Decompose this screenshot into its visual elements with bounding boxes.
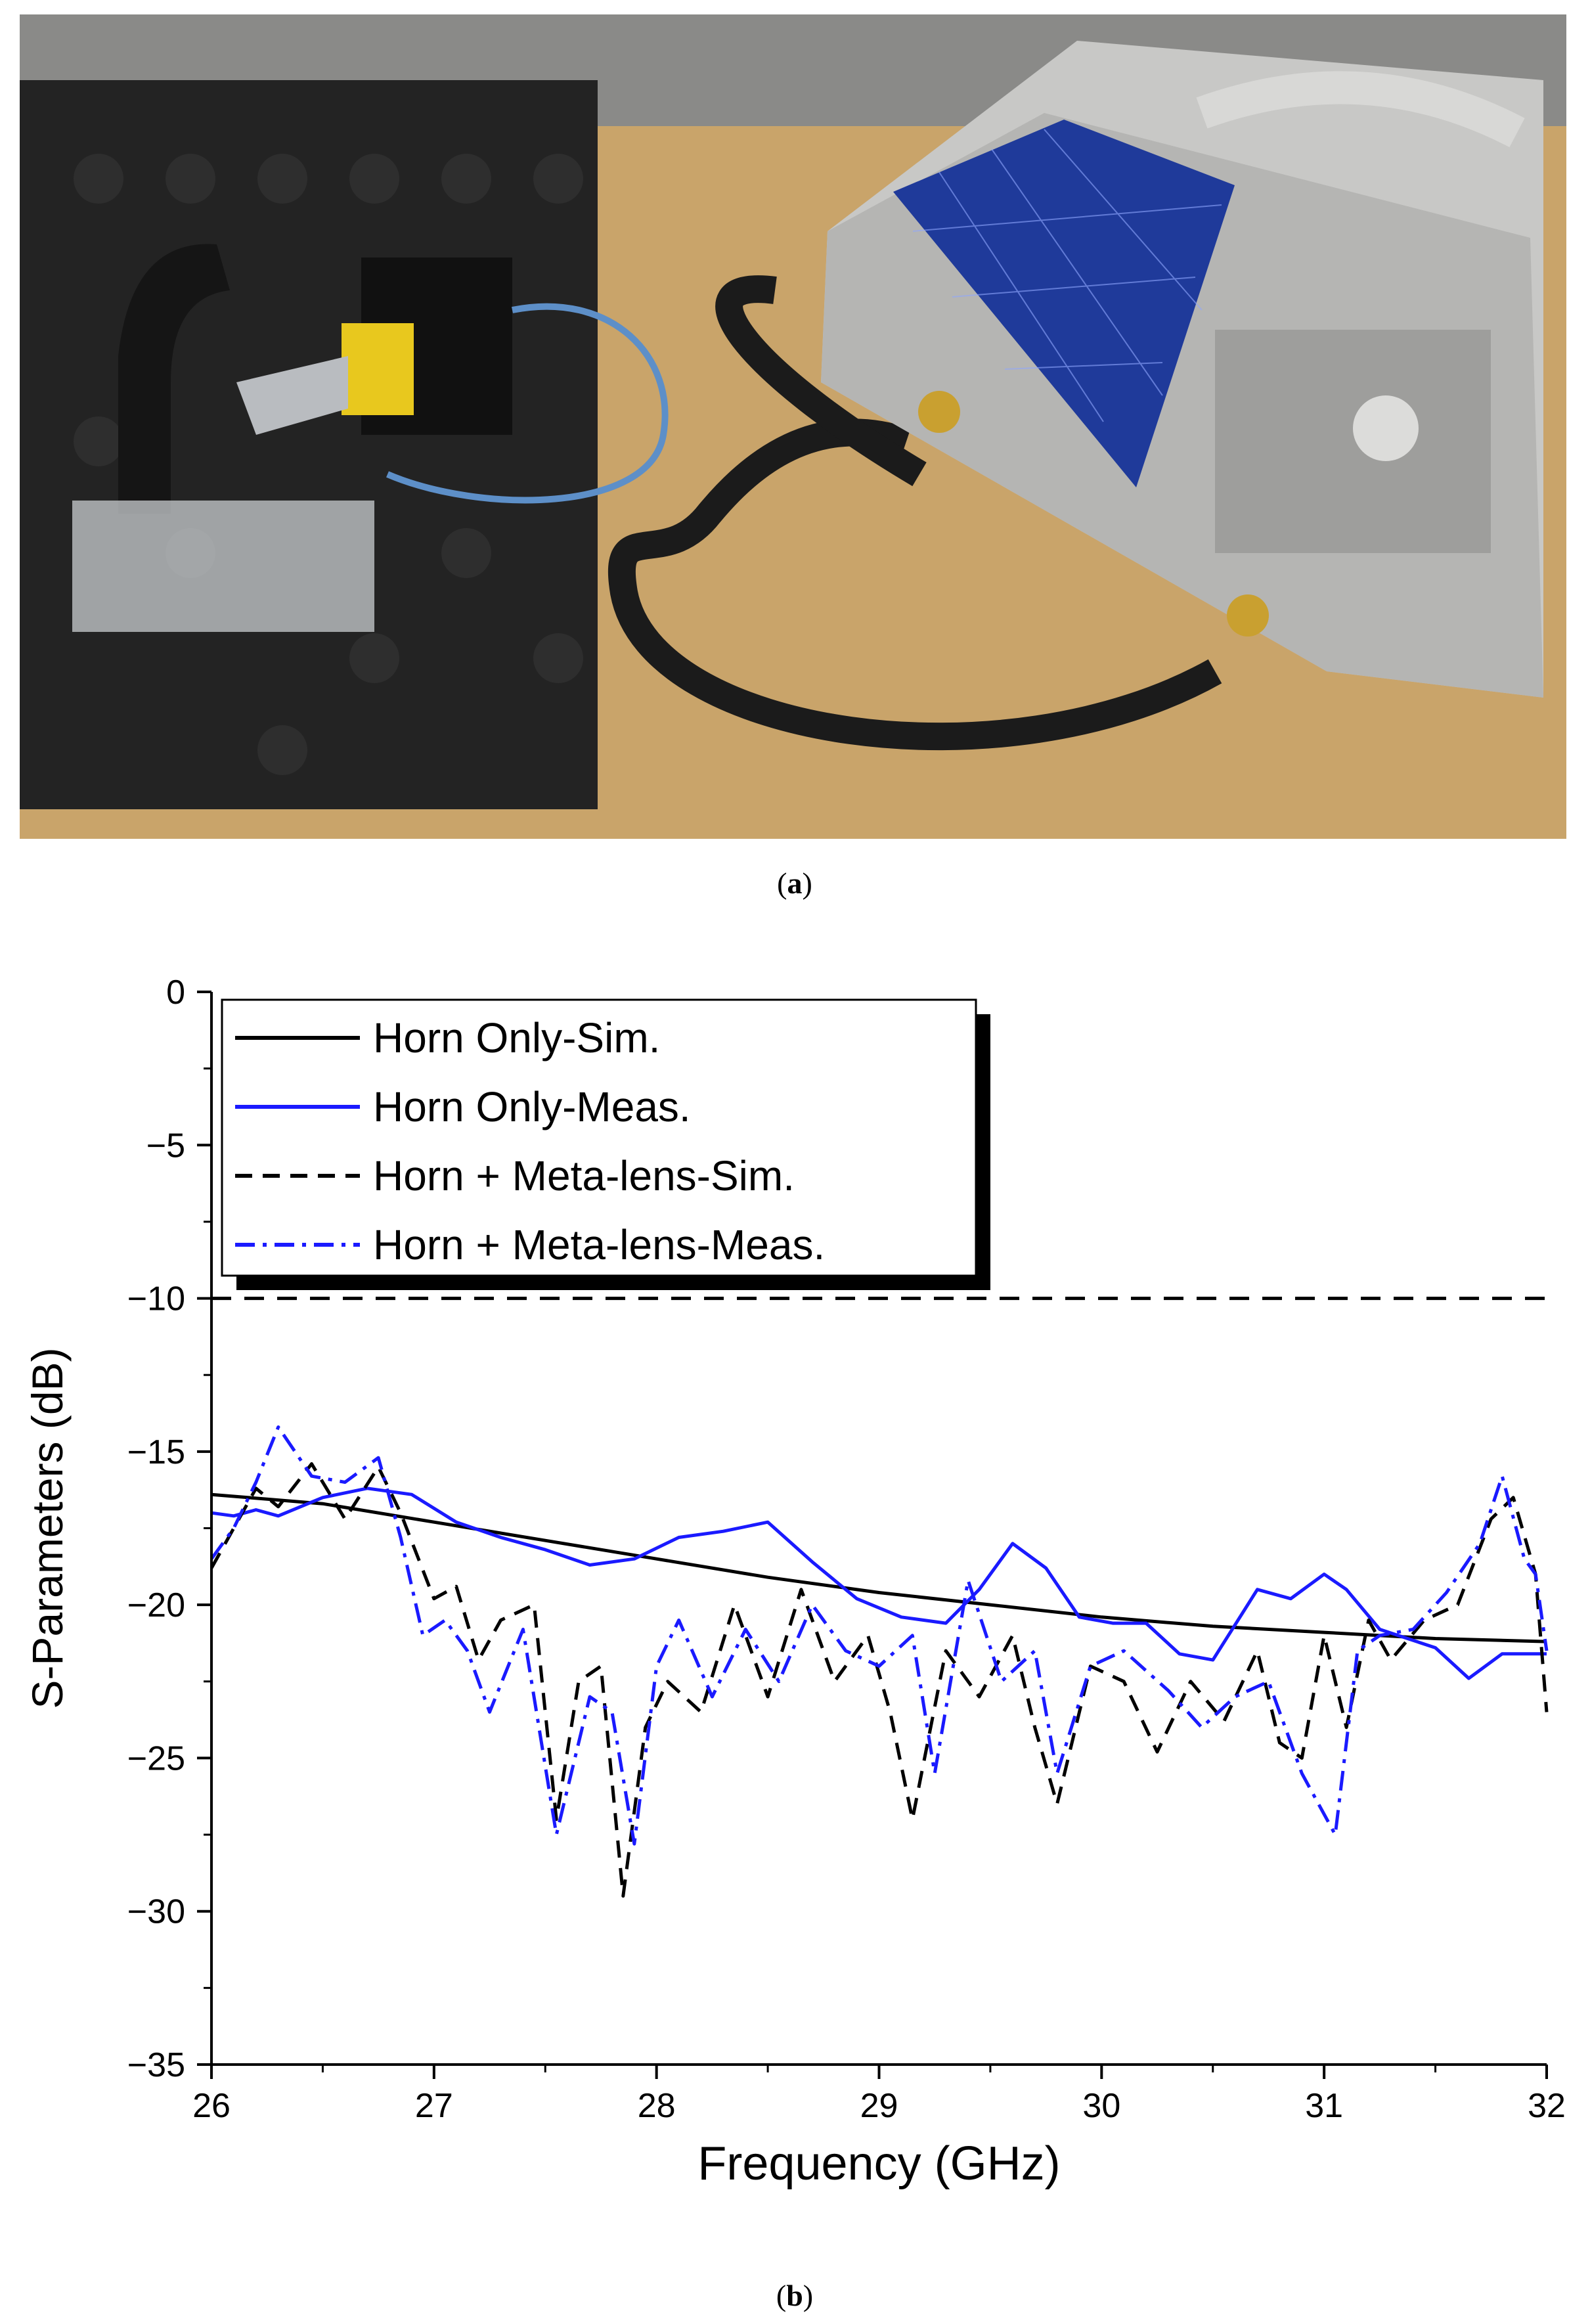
meta-lens (118, 244, 230, 514)
y-tick-label: −10 (127, 1280, 185, 1318)
series-line-4 (210, 1425, 1549, 1846)
s-parameters-chart: 26 27 28 29 30 31 32 0 −5 −10 −15 −20 −25 −30 −35 Frequ… (23, 973, 1566, 2190)
y-tick-label: 0 (166, 973, 185, 1012)
lens-stand (72, 501, 374, 632)
legend-box (221, 998, 977, 1277)
x-tick-label: 27 (415, 2087, 453, 2125)
axis-layer: 26 27 28 29 30 31 32 0 −5 −10 −15 −20 −25 −30 −35 Frequ… (23, 973, 1566, 2190)
x-tick-label: 29 (860, 2087, 898, 2125)
y-tick-label: −35 (127, 2046, 185, 2084)
x-tick-label: 32 (1528, 2087, 1566, 2125)
x-tick-label: 30 (1082, 2087, 1120, 2125)
y-tick-label: −25 (127, 1739, 185, 1777)
y-tick-label: −15 (127, 1433, 185, 1471)
black-cable-2 (715, 275, 927, 487)
analyzer-knob (1353, 395, 1419, 461)
blue-cable (386, 303, 669, 504)
x-tick-label: 28 (638, 2087, 676, 2125)
screen-grid (912, 129, 1222, 422)
y-tick-label: −5 (146, 1127, 185, 1165)
black-cable-1 (607, 418, 1222, 751)
series-layer (210, 1425, 1549, 1898)
legend-label-4: Horn + Meta-lens-Meas. (373, 1221, 825, 1268)
caption-b: (b) (776, 2279, 814, 2312)
legend: Horn Only-Sim. Horn Only-Meas. Horn + Meta… (221, 998, 990, 1290)
x-tick-label: 26 (192, 2087, 231, 2125)
caption-a: (a) (777, 866, 812, 900)
analyzer-handle (1196, 71, 1525, 148)
y-tick-label: −30 (127, 1893, 185, 1931)
measurement-setup-photo (20, 14, 1566, 839)
legend-label-3: Horn + Meta-lens-Sim. (373, 1152, 795, 1199)
legend-label-2: Horn Only-Meas. (373, 1083, 691, 1130)
x-axis-title: Frequency (GHz) (697, 2137, 1060, 2190)
analyzer-keypad (1215, 330, 1491, 553)
horn-adapter (342, 323, 414, 415)
x-tick-label: 31 (1305, 2087, 1343, 2125)
legend-label-1: Horn Only-Sim. (373, 1014, 660, 1061)
y-tick-label: −20 (127, 1586, 185, 1624)
port-2 (1227, 594, 1269, 637)
port-1 (918, 391, 960, 433)
y-axis-title: S-Parameters (dB) (23, 1347, 72, 1709)
series-line-1 (211, 1492, 1547, 1643)
series-line-3 (210, 1462, 1549, 1898)
horn-antenna (236, 356, 348, 435)
series-line-2 (211, 1486, 1547, 1680)
